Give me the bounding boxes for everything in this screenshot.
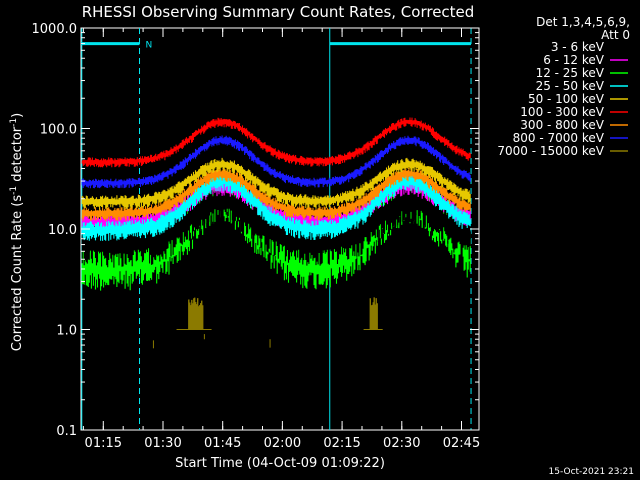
series-7000-15000kev (152, 297, 383, 349)
legend-entry-label: 25 - 50 keV (536, 79, 605, 93)
x-tick-label: 02:30 (383, 436, 420, 451)
generated-timestamp: 15-Oct-2021 23:21 (549, 467, 634, 477)
attenuator-burst (369, 297, 378, 330)
x-tick-label: 01:45 (204, 436, 241, 451)
series-25-50kev (81, 172, 471, 241)
x-tick-label: 01:30 (144, 436, 181, 451)
y-tick-label: 0.1 (56, 424, 77, 439)
x-tick-label: 02:00 (264, 436, 301, 451)
series-800-7000kev (81, 135, 471, 189)
y-tick-label: 10.0 (48, 223, 77, 238)
legend-header-line-2: Att 0 (601, 28, 630, 42)
series-line-core (81, 195, 471, 246)
legend-entry-label: 50 - 100 keV (528, 92, 605, 106)
x-axis-label: Start Time (04-Oct-09 01:09:22) (175, 456, 385, 471)
series-100-300kev (81, 117, 471, 168)
x-tick-label: 02:45 (443, 436, 480, 451)
series-line (81, 135, 471, 189)
y-tick-label: 100.0 (40, 123, 77, 138)
x-tick-label: 01:15 (85, 436, 122, 451)
x-tick-label: 02:15 (323, 436, 360, 451)
legend-entry-label: 12 - 25 keV (536, 66, 605, 80)
chart-title: RHESSI Observing Summary Count Rates, Co… (82, 3, 475, 21)
plot-area: N (80, 27, 480, 431)
legend-entry-label: 6 - 12 keV (543, 53, 605, 67)
night-label: N (146, 41, 153, 51)
series-line (81, 117, 471, 168)
y-tick-label: 1000.0 (32, 22, 78, 37)
legend-entry-label: 7000 - 15000 keV (497, 144, 604, 158)
series-line (81, 167, 471, 222)
y-axis-ticks: 0.1 1.0 10.0 100.0 1000.0 (32, 22, 479, 439)
series-line (81, 172, 471, 241)
attenuator-burst (188, 297, 204, 330)
series-50-100kev (81, 157, 471, 210)
x-axis-ticks: 01:15 01:30 01:45 02:00 02:15 02:30 02:45 (82, 28, 480, 451)
series-300-800kev (81, 167, 471, 222)
legend-header-line-1: Det 1,3,4,5,6,9, (536, 15, 630, 29)
legend-entry-label: 3 - 6 keV (551, 40, 605, 54)
legend-entry-label: 100 - 300 keV (520, 105, 604, 119)
series-3-6kev (81, 182, 471, 268)
series-line (81, 157, 471, 210)
legend-entry-label: 800 - 7000 keV (513, 131, 605, 145)
y-axis-label: Corrected Count Rate (s-1 detector-1) (9, 113, 25, 351)
legend-entry-label: 300 - 800 keV (520, 118, 604, 132)
y-tick-label: 1.0 (56, 324, 77, 339)
